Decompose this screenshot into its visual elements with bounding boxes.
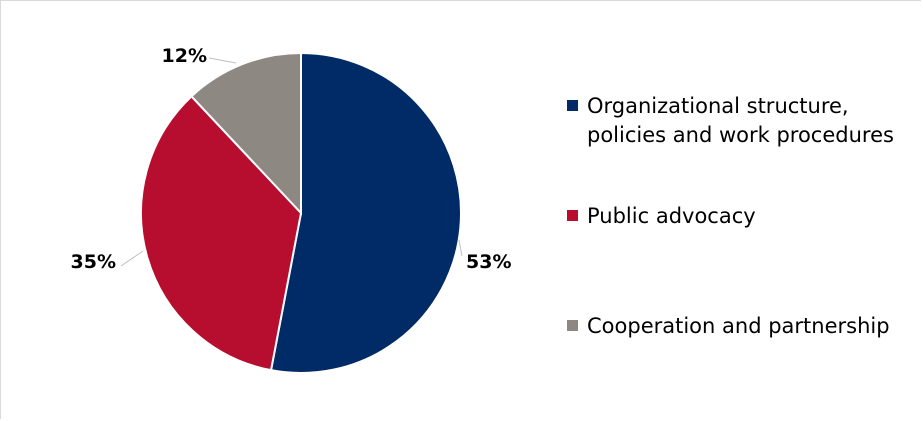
- legend-item-organizational-structure: Organizational structure, policies and w…: [567, 92, 907, 150]
- leader-line: [458, 239, 463, 257]
- legend-swatch: [567, 100, 578, 111]
- legend-label: Organizational structure, policies and w…: [587, 94, 894, 147]
- legend-item-public-advocacy: Public advocacy: [567, 202, 907, 231]
- data-label: 12%: [162, 45, 207, 67]
- legend-swatch: [567, 210, 578, 221]
- legend-swatch: [567, 320, 578, 331]
- legend-item-cooperation-partnership: Cooperation and partnership: [567, 312, 907, 341]
- pie-slice-1: [269, 51, 462, 374]
- data-label: 35%: [71, 251, 116, 273]
- pie-slice-3: [190, 51, 302, 216]
- leader-line: [208, 57, 237, 64]
- pie-slice-2: [140, 94, 303, 372]
- data-label: 53%: [466, 251, 511, 273]
- leader-line: [120, 250, 144, 267]
- legend-label: Public advocacy: [587, 204, 756, 228]
- legend-label: Cooperation and partnership: [587, 314, 890, 338]
